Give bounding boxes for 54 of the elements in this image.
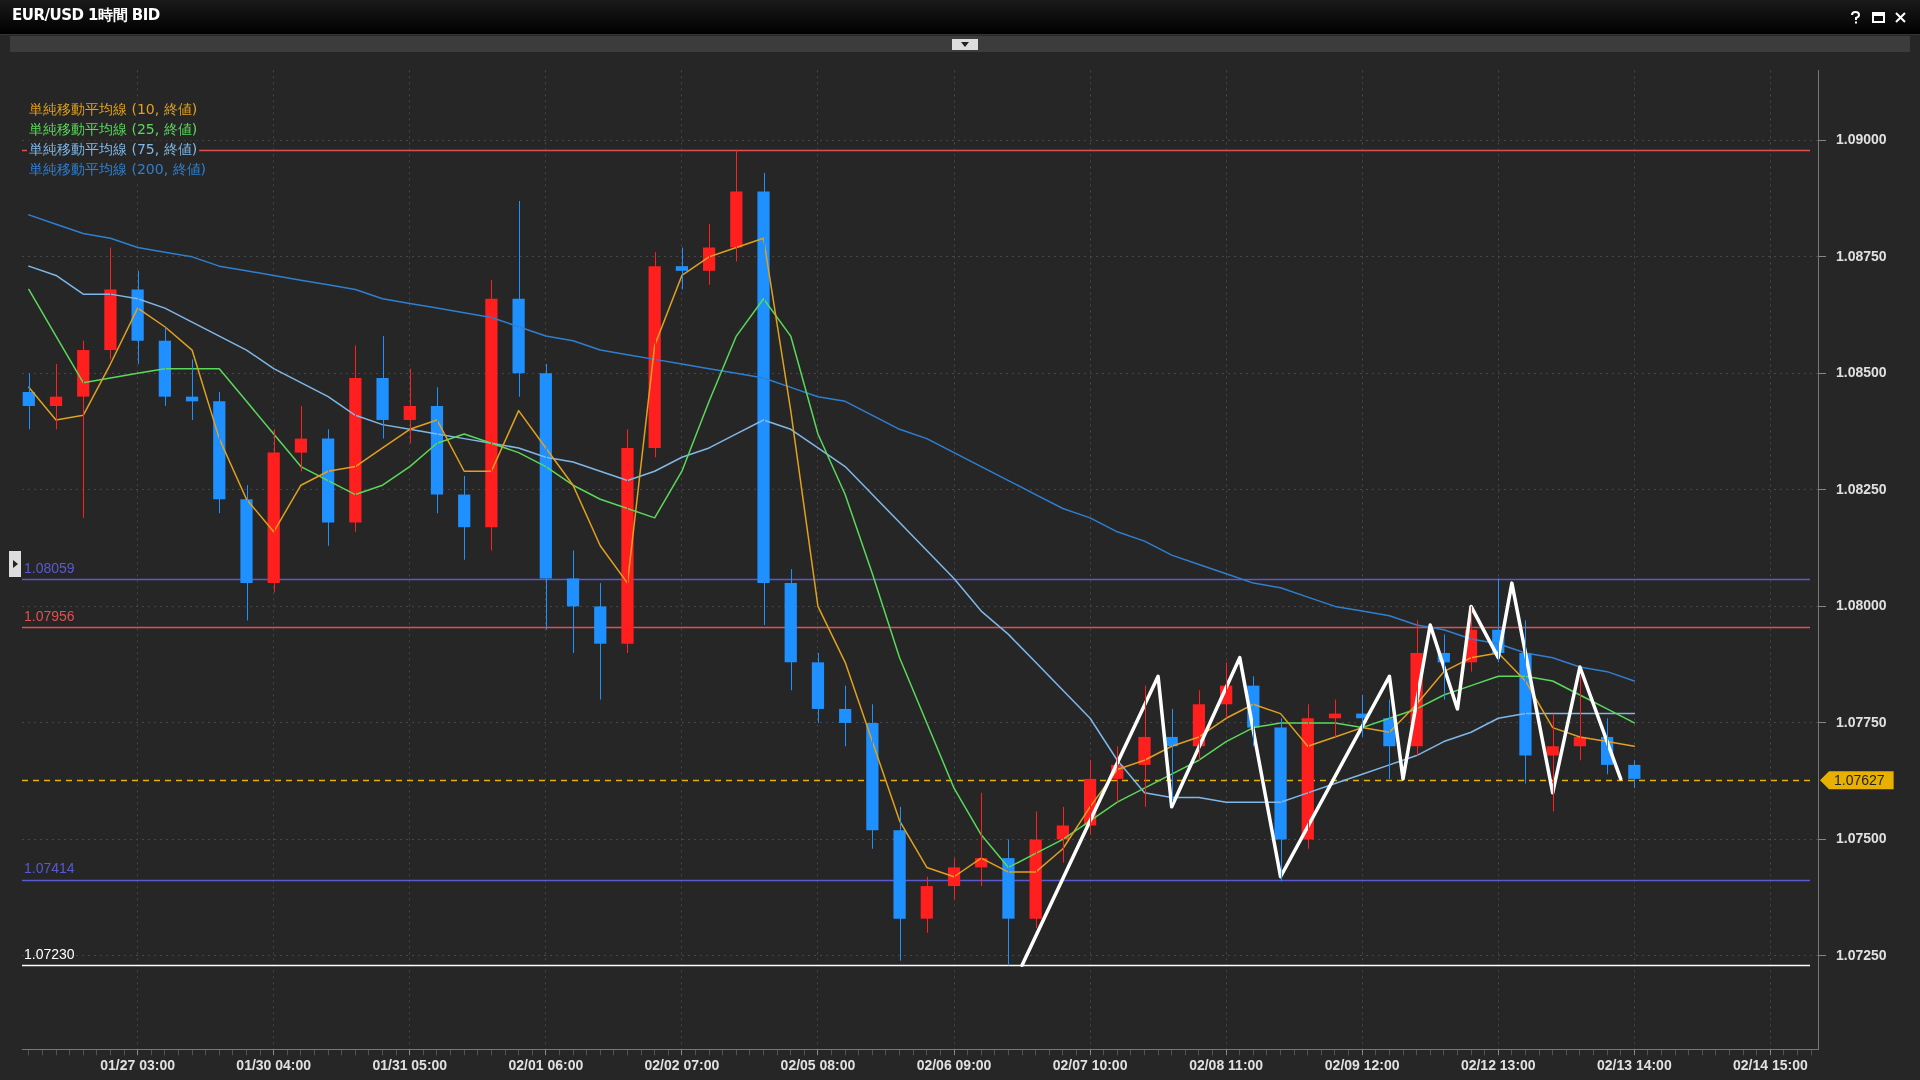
- x-tick-label: 02/14 15:00: [1733, 1057, 1808, 1074]
- text: 単純移動平均線 (75, 終値): [29, 141, 198, 158]
- y-tick-label: 1.08000: [1836, 597, 1887, 614]
- ref-line-label: 1.07956: [24, 607, 75, 624]
- candlestick: [1546, 713, 1559, 812]
- y-tick-label: 1.07750: [1836, 713, 1887, 730]
- x-tick-label: 01/31 05:00: [372, 1057, 448, 1074]
- candlestick: [1138, 685, 1151, 808]
- candlestick: [784, 568, 797, 691]
- candlestick: [1002, 838, 1015, 966]
- x-tick-label: 02/06 09:00: [916, 1057, 992, 1074]
- candlestick: [811, 652, 825, 724]
- candlestick: [376, 335, 389, 440]
- ref-line-label: 1.08059: [24, 559, 75, 576]
- text: 単純移動平均線 (10, 終値): [29, 101, 198, 118]
- candlestick: [594, 582, 607, 701]
- candlestick: [1274, 717, 1287, 882]
- ref-line-label: 1.07414: [24, 860, 75, 877]
- x-tick-label: 02/13 14:00: [1596, 1057, 1672, 1074]
- candlestick: [757, 172, 770, 626]
- candlestick: [512, 200, 525, 398]
- x-tick-label: 02/01 06:00: [508, 1057, 584, 1074]
- candlestick: [920, 876, 933, 934]
- ref-line-label: 1.07230: [24, 946, 75, 963]
- ref-line-label: 1.07627: [1834, 772, 1885, 789]
- candlestick: [240, 484, 253, 621]
- candlestick: [1628, 759, 1641, 789]
- candlestick: [566, 549, 580, 654]
- candlestick: [104, 247, 117, 360]
- candlestick: [403, 368, 416, 444]
- candlestick: [893, 806, 906, 962]
- x-tick-label: 02/12 13:00: [1460, 1057, 1536, 1074]
- candlestick: [294, 405, 308, 472]
- x-tick-label: 02/07 10:00: [1052, 1057, 1128, 1074]
- x-tick-label: 02/05 08:00: [780, 1057, 856, 1074]
- y-tick-label: 1.07250: [1836, 946, 1887, 963]
- candlestick: [675, 247, 689, 290]
- candlestick: [485, 279, 498, 551]
- x-tick-label: 02/09 12:00: [1324, 1057, 1400, 1074]
- candlestick: [866, 703, 879, 850]
- y-tick-label: 1.08500: [1836, 364, 1887, 381]
- x-tick-label: 01/30 04:00: [236, 1057, 312, 1074]
- x-tick-label: 01/27 03:00: [100, 1057, 176, 1074]
- y-tick-label: 1.09000: [1836, 131, 1887, 148]
- text: 単純移動平均線 (200, 終値): [29, 161, 206, 178]
- y-tick-label: 1.08250: [1836, 480, 1887, 497]
- candlestick: [621, 428, 634, 654]
- text: 単純移動平均線 (25, 終値): [29, 121, 198, 138]
- x-tick-label: 02/02 07:00: [644, 1057, 720, 1074]
- candlestick: [839, 685, 852, 747]
- y-tick-label: 1.08750: [1836, 247, 1887, 264]
- y-tick-label: 1.07500: [1836, 830, 1887, 847]
- chart-title: EUR/USD 1時間 BID: [12, 6, 160, 25]
- x-tick-label: 02/08 11:00: [1189, 1057, 1264, 1074]
